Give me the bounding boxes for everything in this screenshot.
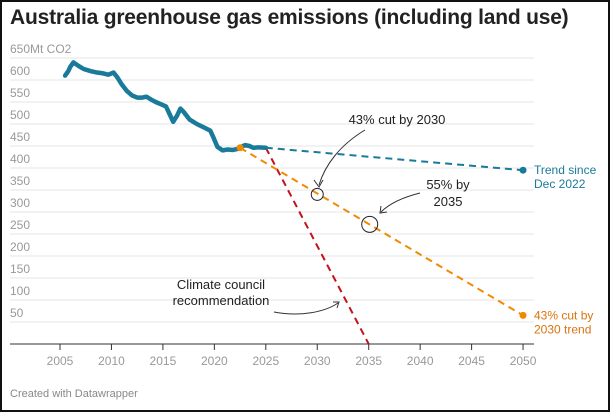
x-tick-label: 2050 (510, 354, 537, 368)
series-climate-council-recommendation (264, 147, 370, 345)
y-tick-label: 450 (10, 130, 30, 144)
y-unit-label: 650Mt CO2 (10, 42, 72, 56)
y-tick-label: 250 (10, 218, 30, 232)
y-tick-label: 150 (10, 262, 30, 276)
annotation-arrow (273, 302, 339, 315)
orange-end-dot (519, 311, 527, 319)
highlight-circle-2030 (310, 187, 324, 201)
x-tick-label: 2025 (252, 354, 279, 368)
y-tick-label: 300 (10, 196, 30, 210)
y-tick-label: 550 (10, 86, 30, 100)
teal-end-dot (519, 166, 527, 174)
x-tick-label: 2005 (47, 354, 74, 368)
y-tick-label: 400 (10, 152, 30, 166)
annotation-43pct-2030: 43% cut by 2030 (349, 112, 446, 127)
x-tick-label: 2015 (150, 354, 177, 368)
series-emissions (62, 60, 269, 153)
trend-since-label: Dec 2022 (534, 177, 586, 191)
arrowhead (333, 301, 340, 309)
annotation-climate-council: recommendation (173, 293, 270, 308)
y-tick-label: 100 (10, 284, 30, 298)
annotation-arrow (318, 129, 366, 186)
y-tick-label: 600 (10, 64, 30, 78)
x-tick-label: 2010 (98, 354, 125, 368)
x-tick-label: 2035 (355, 354, 382, 368)
orange-trend-label: 2030 trend (534, 322, 591, 336)
x-tick-label: 2040 (407, 354, 434, 368)
annotation-55pct-2035: 2035 (434, 194, 463, 209)
orange-trend-label: 43% cut by (534, 308, 593, 322)
series-43-cut-by-2030-trend (239, 146, 524, 317)
arrowhead (379, 205, 388, 214)
y-tick-label: 500 (10, 108, 30, 122)
highlight-circle-2035 (361, 215, 379, 233)
series-trend-since-dec-2022 (265, 146, 524, 172)
orange-start-dot (236, 144, 244, 152)
x-tick-label: 2045 (458, 354, 485, 368)
trend-since-label: Trend since (534, 163, 597, 177)
credit-link[interactable]: Created with Datawrapper (10, 388, 138, 400)
arrowhead (313, 179, 324, 188)
x-tick-label: 2030 (304, 354, 331, 368)
annotation-arrow (380, 192, 421, 213)
y-tick-label: 200 (10, 240, 30, 254)
annotation-55pct-2035: 55% by (426, 177, 470, 192)
y-tick-label: 50 (10, 306, 24, 320)
annotation-climate-council: Climate council (177, 277, 265, 292)
chart-title: Australia greenhouse gas emissions (incl… (10, 6, 569, 29)
y-tick-label: 350 (10, 174, 30, 188)
x-tick-label: 2020 (201, 354, 228, 368)
